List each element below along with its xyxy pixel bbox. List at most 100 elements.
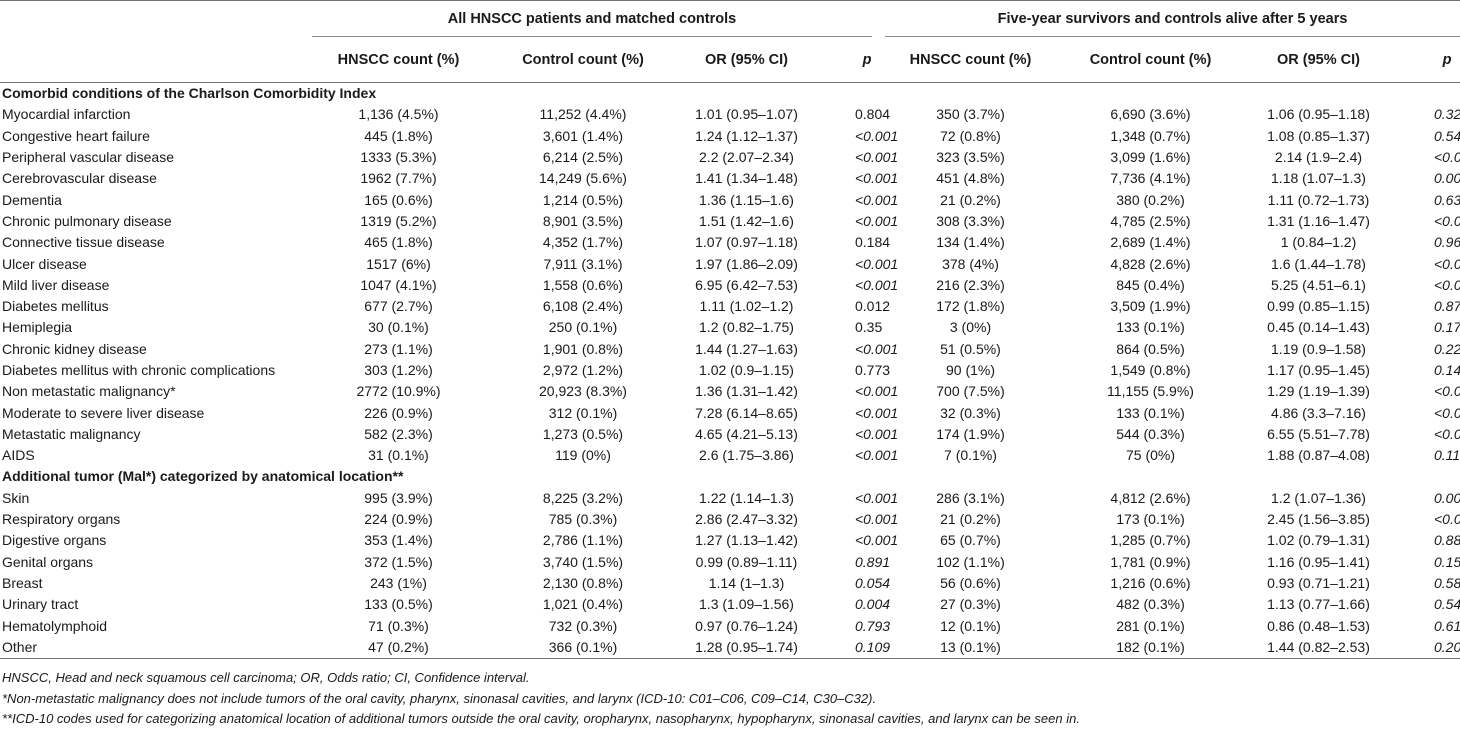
table-cell: 1.97 (1.86–2.09) bbox=[695, 255, 798, 272]
table-cell: 8,225 (3.2%) bbox=[542, 489, 624, 506]
table-row: AIDS 31 (0.1%) 119 (0%) 2.6 (1.75–3.86) <0.0… bbox=[0, 445, 1460, 466]
table-cell: <0.001 bbox=[1434, 255, 1460, 272]
table-cell: 1.24 (1.12–1.37) bbox=[695, 127, 798, 144]
table-cell: 544 (0.3%) bbox=[1116, 425, 1185, 442]
table-cell: <0.001 bbox=[855, 447, 899, 464]
table-cell: 1.36 (1.31–1.42) bbox=[695, 383, 798, 400]
table-cell: <0.001 bbox=[855, 212, 899, 229]
table-cell: 0.144 bbox=[1434, 362, 1460, 378]
footnote: *Non-metastatic malignancy does not incl… bbox=[2, 690, 877, 706]
table-cell: 995 (3.9%) bbox=[364, 489, 433, 506]
table-cell: 12 (0.1%) bbox=[940, 617, 1001, 634]
table-body: Comorbid conditions of the Charlson Como… bbox=[0, 83, 1460, 660]
table-cell: 1.08 (0.85–1.37) bbox=[1267, 127, 1370, 144]
table-cell: 7.28 (6.14–8.65) bbox=[695, 404, 798, 421]
table-cell: 1,558 (0.6%) bbox=[542, 276, 624, 293]
table-cell: 1,214 (0.5%) bbox=[542, 191, 624, 208]
row-label: Metastatic malignancy bbox=[2, 425, 141, 442]
table-cell: 732 (0.3%) bbox=[548, 617, 618, 634]
table-cell: 47 (0.2%) bbox=[305, 636, 492, 660]
table-cell: 133 (0.5%) bbox=[364, 596, 433, 613]
table-cell: 90 (1%) bbox=[945, 362, 996, 378]
table-cell: 0.227 bbox=[1434, 340, 1460, 357]
table-cell: 1.29 (1.19–1.39) bbox=[1267, 383, 1370, 400]
table-cell: <0.001 bbox=[1434, 212, 1460, 229]
table-row: Digestive organs 353 (1.4%) 2,786 (1.1%) 1.… bbox=[0, 530, 1460, 551]
table-cell: 845 (0.4%) bbox=[1116, 276, 1185, 293]
table-cell: 0.012 bbox=[855, 298, 891, 315]
table-cell: 0.873 bbox=[1434, 298, 1460, 315]
table-cell: <0.001 bbox=[855, 149, 899, 166]
row-label: Mild liver disease bbox=[2, 276, 110, 293]
table-cell: 165 (0.6%) bbox=[364, 191, 433, 208]
table-row: Myocardial infarction 1,136 (4.5%) 11,252 … bbox=[0, 104, 1460, 125]
table-cell: 0.184 bbox=[855, 234, 891, 251]
table-cell: 451 (4.8%) bbox=[936, 170, 1005, 187]
column-header: HNSCC count (%) bbox=[879, 38, 1062, 83]
table-row: Mild liver disease 1047 (4.1%) 1,558 (0.6%… bbox=[0, 275, 1460, 296]
table-cell: 1.13 (0.77–1.66) bbox=[1267, 596, 1370, 613]
row-label: Digestive organs bbox=[2, 532, 107, 549]
table-cell: 1.07 (0.97–1.18) bbox=[695, 234, 798, 251]
row-label: Peripheral vascular disease bbox=[2, 149, 174, 166]
table-cell: 0.109 bbox=[819, 636, 890, 660]
row-label: Non metastatic malignancy* bbox=[2, 383, 176, 400]
table-cell: 8,901 (3.5%) bbox=[542, 212, 624, 229]
table-cell: 1.14 (1–1.3) bbox=[708, 574, 785, 591]
table-cell: 0.054 bbox=[855, 574, 891, 591]
table-row: Non metastatic malignancy* 2772 (10.9%) 20… bbox=[0, 381, 1460, 402]
table-cell: 2,130 (0.8%) bbox=[542, 574, 624, 591]
table-cell: 7,911 (3.1%) bbox=[543, 255, 623, 272]
table-cell: <0.001 bbox=[1434, 149, 1460, 166]
group-header-five-year-survivors: Five-year survivors and controls alive a… bbox=[879, 1, 1460, 38]
table-cell: 1,216 (0.6%) bbox=[1110, 574, 1191, 591]
row-label: Connective tissue disease bbox=[2, 234, 165, 251]
table-cell: 1.44 (0.82–2.53) bbox=[1239, 636, 1398, 660]
table-cell: 119 (0%) bbox=[555, 447, 611, 464]
table-cell: 102 (1.1%) bbox=[936, 553, 1005, 570]
table-cell: 1,285 (0.7%) bbox=[1110, 532, 1191, 549]
table-cell: 21 (0.2%) bbox=[940, 191, 1001, 208]
table-cell: 71 (0.3%) bbox=[368, 617, 429, 634]
table-cell: 1.11 (1.02–1.2) bbox=[699, 298, 794, 315]
table-cell: 5.25 (4.51–6.1) bbox=[1271, 276, 1366, 293]
table-cell: 173 (0.1%) bbox=[1116, 511, 1185, 528]
table-cell: 1.27 (1.13–1.42) bbox=[695, 532, 798, 549]
column-header: HNSCC count (%) bbox=[305, 38, 492, 83]
table-cell: 465 (1.8%) bbox=[364, 234, 433, 251]
table-row: Other 47 (0.2%) 366 (0.1%) 1.28 (0.95–1.74)… bbox=[0, 636, 1460, 660]
table-cell: <0.001 bbox=[855, 383, 899, 400]
table-cell: 3,509 (1.9%) bbox=[1110, 298, 1191, 315]
table-cell: 1.6 (1.44–1.78) bbox=[1271, 255, 1366, 272]
table-cell: 56 (0.6%) bbox=[940, 574, 1001, 591]
table-cell: 1,348 (0.7%) bbox=[1110, 127, 1191, 144]
table-cell: 1.17 (0.95–1.45) bbox=[1267, 362, 1370, 378]
table-cell: 2.6 (1.75–3.86) bbox=[699, 447, 794, 464]
table-cell: 0.962 bbox=[1434, 234, 1460, 251]
table-row: Chronic pulmonary disease 1319 (5.2%) 8,90… bbox=[0, 211, 1460, 232]
table-cell: 1047 (4.1%) bbox=[360, 276, 437, 293]
table-cell: 0.773 bbox=[855, 362, 891, 378]
table-cell: 0.004 bbox=[855, 596, 891, 613]
section-header-row: Comorbid conditions of the Charlson Como… bbox=[0, 83, 1460, 105]
table-cell: 0.793 bbox=[855, 617, 891, 634]
table-cell: 1.2 (0.82–1.75) bbox=[699, 319, 794, 336]
table-cell: 6.95 (6.42–7.53) bbox=[695, 276, 798, 293]
table-cell: <0.001 bbox=[855, 255, 899, 272]
table-cell: 1962 (7.7%) bbox=[360, 170, 437, 187]
table-cell: 7,736 (4.1%) bbox=[1110, 170, 1191, 187]
table-cell: 312 (0.1%) bbox=[548, 404, 618, 421]
table-cell: 1.44 (1.27–1.63) bbox=[695, 340, 798, 357]
row-label: Diabetes mellitus with chronic complicat… bbox=[2, 362, 276, 378]
table-cell: 51 (0.5%) bbox=[940, 340, 1001, 357]
table-cell: <0.001 bbox=[855, 532, 899, 549]
table-cell: 4,828 (2.6%) bbox=[1110, 255, 1191, 272]
table-cell: 2,972 (1.2%) bbox=[542, 362, 624, 378]
table-cell: <0.001 bbox=[855, 511, 899, 528]
table-cell: 30 (0.1%) bbox=[368, 319, 429, 336]
table-cell: <0.001 bbox=[1434, 383, 1460, 400]
table-cell: 1.18 (1.07–1.3) bbox=[1271, 170, 1366, 187]
table-row: Cerebrovascular disease 1962 (7.7%) 14,249… bbox=[0, 168, 1460, 189]
table-cell: 0.177 bbox=[1434, 319, 1460, 336]
